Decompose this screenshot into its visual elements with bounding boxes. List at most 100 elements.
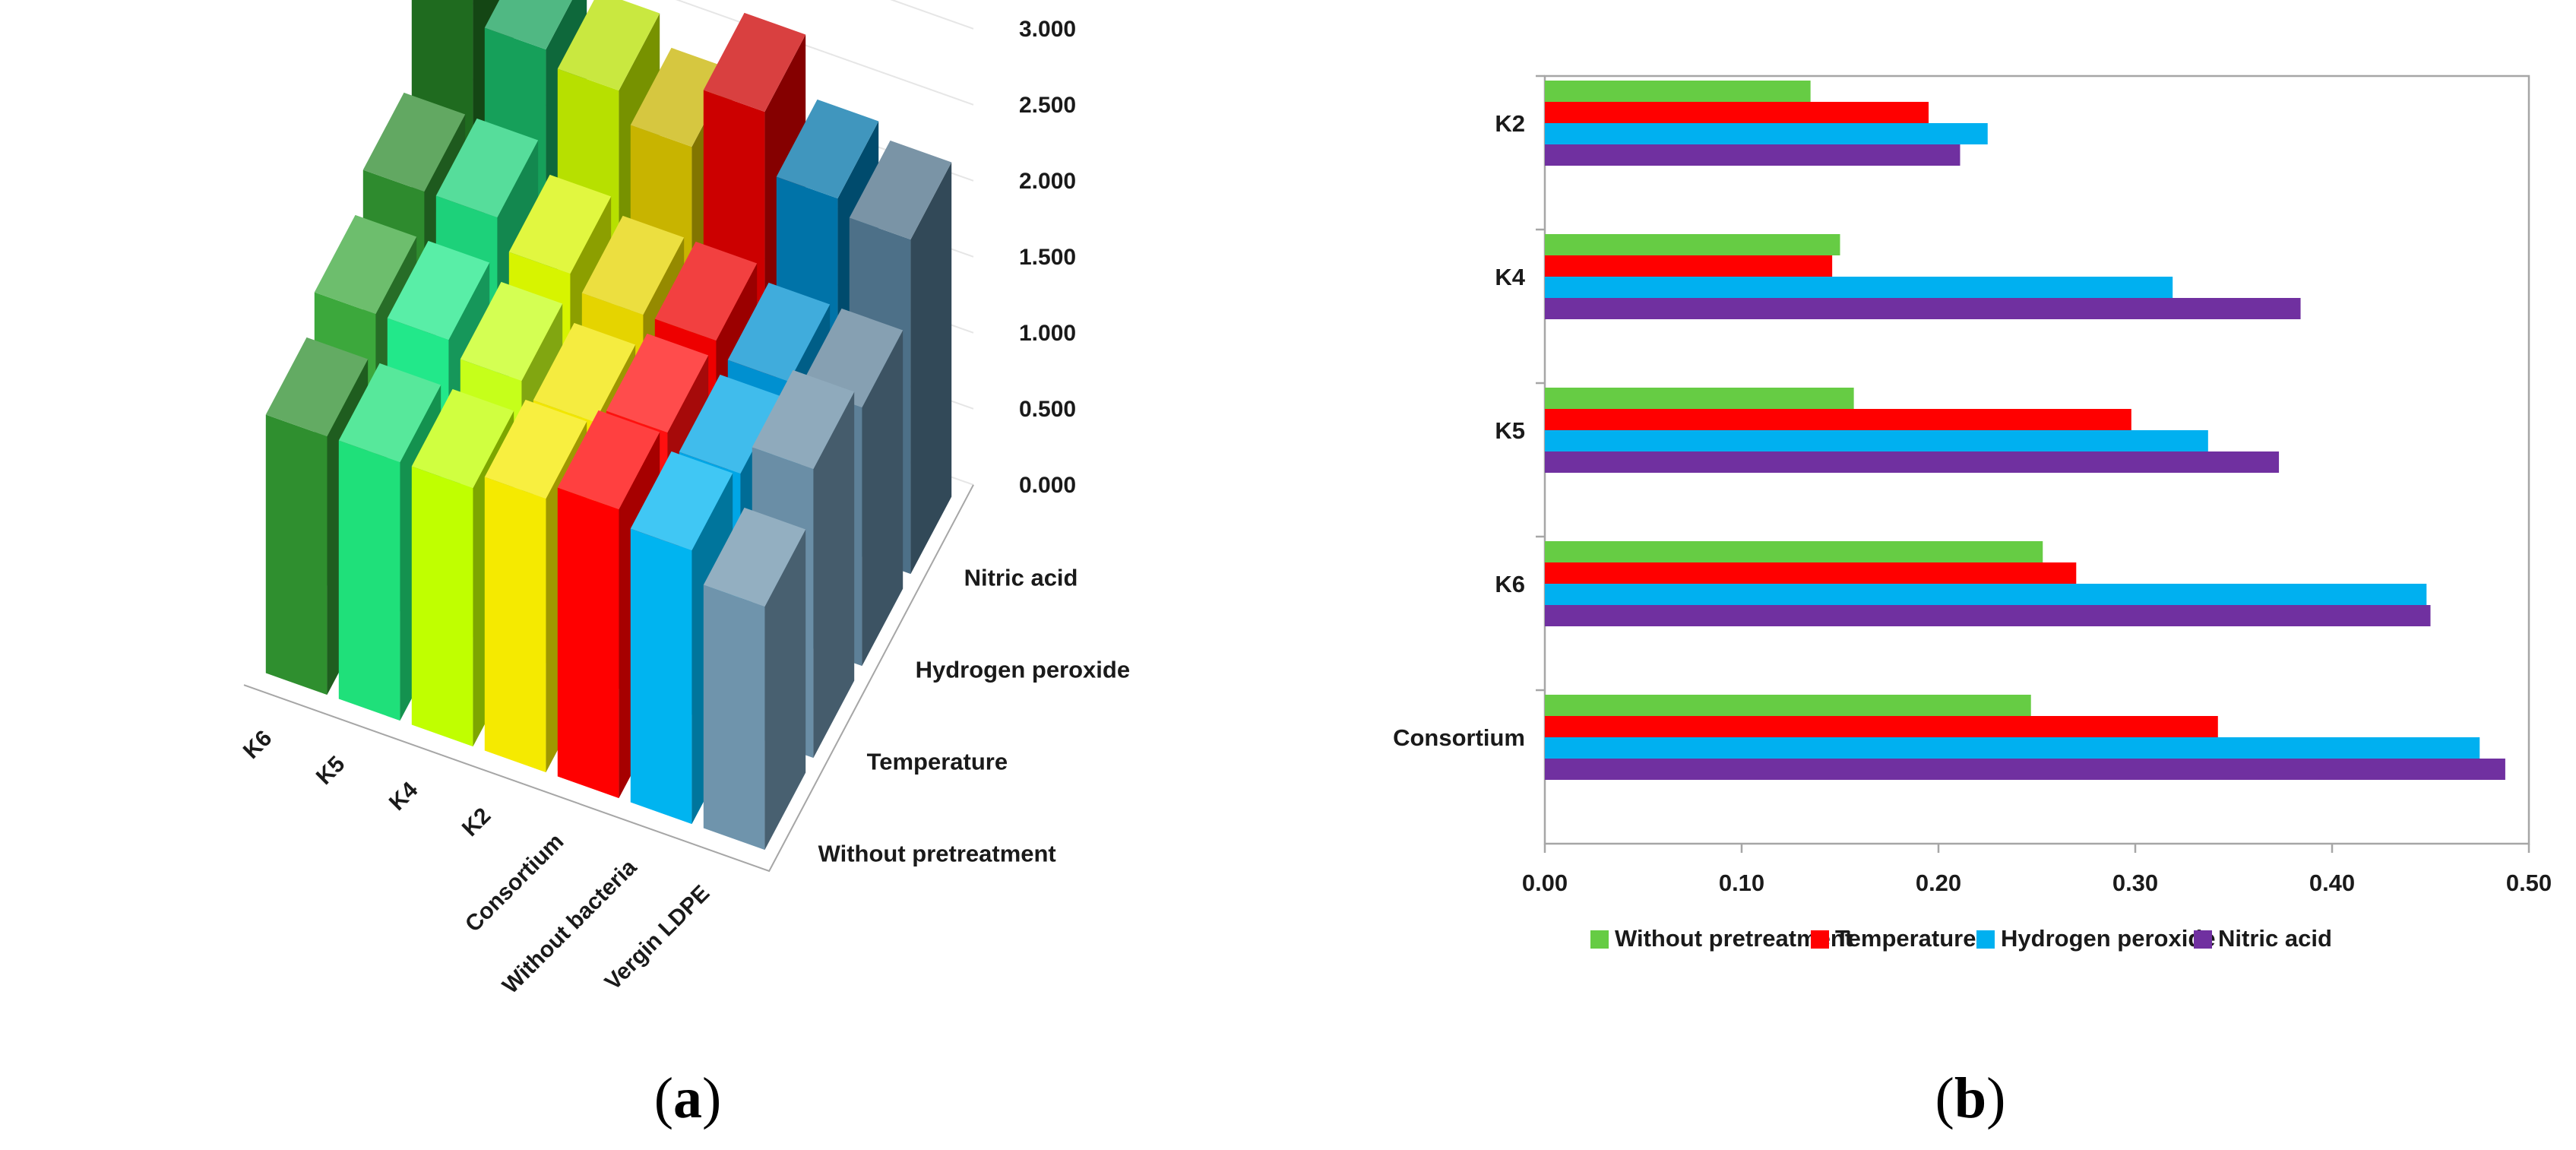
- bar3d-top-face: [849, 140, 952, 240]
- z-tick-label: 3.000: [1019, 17, 1076, 42]
- row-category-label: K4: [385, 777, 423, 816]
- bar3d-top-face: [314, 214, 417, 315]
- bar3d-top-face: [411, 388, 514, 489]
- bar3d-top-face: [654, 241, 758, 341]
- bar-k6-without-pretreatment: [1545, 541, 2043, 562]
- bar3d-side-face: [764, 529, 806, 851]
- bar3d-side-face: [862, 330, 903, 667]
- bar-consortium-nitric-acid: [1545, 759, 2505, 780]
- z-tick-label: 0.000: [1019, 473, 1076, 498]
- chart-a-3d-bars: 0.000 0.500 1.000 1.500 2.000 2.500 3.000 K6 K5 K…: [239, 0, 1130, 999]
- bar-k4-nitric-acid: [1545, 298, 2301, 319]
- bar3d-top-face: [460, 281, 563, 382]
- x-tick-label: 0.00: [1522, 870, 1568, 896]
- x-tick-label: 0.30: [2112, 870, 2158, 896]
- row-category-label: Consortium: [460, 829, 568, 937]
- y-category-label: K6: [1495, 571, 1525, 597]
- bar3d-top-face: [679, 374, 782, 474]
- bar3d-top-face: [703, 12, 806, 112]
- bar3d-front-face: [630, 528, 692, 825]
- bar3d-front-face: [557, 487, 619, 799]
- bar-consortium-without-pretreatment: [1545, 695, 2031, 716]
- bar-k4-hydrogen-peroxide: [1545, 277, 2173, 298]
- bar3d-top-face: [338, 363, 441, 463]
- bar-k2-hydrogen-peroxide: [1545, 123, 1988, 144]
- legend-label-nitric-acid: Nitric acid: [2218, 925, 2332, 952]
- bar-k5-hydrogen-peroxide: [1545, 430, 2208, 451]
- z-gridline: [675, 0, 974, 106]
- legend-swatch-without-pretreatment: [1590, 930, 1609, 949]
- z-tick-label: 2.500: [1019, 93, 1076, 118]
- bar-k6-temperature: [1545, 562, 2077, 584]
- bar-k2-without-pretreatment: [1545, 81, 1811, 102]
- bar-consortium-hydrogen-peroxide: [1545, 737, 2480, 759]
- x-tick-label: 0.40: [2309, 870, 2355, 896]
- bar3d-top-face: [703, 507, 806, 607]
- row-category-label: Vergin LDPE: [600, 881, 715, 996]
- depth-category-label: Temperature: [867, 748, 1008, 775]
- bar3d-top-face: [557, 410, 660, 510]
- bar-k4-without-pretreatment: [1545, 234, 1840, 255]
- bar3d-side-face: [910, 162, 952, 575]
- bar3d-top-face: [265, 337, 369, 437]
- bar3d-front-face: [484, 477, 546, 773]
- bar3d-top-face: [484, 0, 572, 50]
- bar3d-top-face: [630, 47, 733, 147]
- bar3d-front-face: [265, 414, 328, 695]
- bar-k6-hydrogen-peroxide: [1545, 584, 2427, 605]
- y-category-label: Consortium: [1393, 724, 1525, 751]
- depth-category-label: Nitric acid: [964, 564, 1078, 591]
- depth-category-label: Without pretreatment: [818, 840, 1056, 866]
- bar3d-top-face: [435, 118, 539, 218]
- bar3d-top-face: [606, 333, 709, 433]
- bar3d-top-face: [557, 0, 660, 91]
- row-category-label: K6: [239, 726, 277, 764]
- legend-label-temperature: Temperature: [1835, 925, 1976, 952]
- bar3d-top-face: [508, 174, 612, 274]
- bar3d-top-face: [630, 451, 733, 551]
- bar-k2-nitric-acid: [1545, 144, 1960, 166]
- bar3d-top-face: [727, 282, 831, 382]
- z-tick-label: 2.000: [1019, 169, 1076, 194]
- bar-k5-without-pretreatment: [1545, 388, 1854, 409]
- z-tick-label: 1.000: [1019, 321, 1076, 346]
- y-category-label: K5: [1495, 417, 1525, 444]
- legend-swatch-hydrogen-peroxide: [1976, 930, 1995, 949]
- x-tick-label: 0.50: [2506, 870, 2552, 896]
- bar3d-front-face: [703, 585, 765, 851]
- bar3d-front-face: [411, 466, 473, 747]
- x-tick-label: 0.10: [1719, 870, 1764, 896]
- chart-b-horizontal-bars: 0.00 0.10 0.20 0.30 0.40 0.50 K2 K4 K5 K6 Consorti…: [1393, 74, 2552, 952]
- bar-k5-temperature: [1545, 409, 2131, 430]
- legend-label-hydrogen-peroxide: Hydrogen peroxide: [2001, 925, 2216, 952]
- bar3d-top-face: [533, 322, 636, 423]
- y-category-label: K4: [1495, 264, 1525, 290]
- bar3d-top-face: [581, 215, 685, 315]
- bar-k4-temperature: [1545, 255, 1833, 277]
- row-category-label: K2: [457, 803, 495, 841]
- y-category-label: K2: [1495, 110, 1525, 137]
- bar3d-top-face: [362, 92, 466, 192]
- bar-k5-nitric-acid: [1545, 451, 2280, 473]
- z-tick-label: 0.500: [1019, 397, 1076, 422]
- bar3d-top-face: [484, 399, 587, 499]
- bar3d-front-face: [338, 440, 400, 721]
- legend-swatch-nitric-acid: [2194, 930, 2212, 949]
- bar-k6-nitric-acid: [1545, 605, 2431, 626]
- legend-swatch-temperature: [1811, 930, 1829, 949]
- z-tick-label: 1.500: [1019, 245, 1076, 270]
- floor-edge: [243, 484, 974, 873]
- bar3d-vergin-ldpe-without-pretreatment: [703, 507, 806, 851]
- row-category-label: K5: [312, 752, 350, 790]
- bar3d-top-face: [387, 240, 490, 341]
- x-tick-label: 0.20: [1916, 870, 1961, 896]
- panel-b-label: (b): [1935, 1066, 2006, 1130]
- bar3d-side-face: [813, 391, 855, 759]
- bar3d-top-face: [752, 369, 855, 470]
- bar-k2-temperature: [1545, 102, 1929, 123]
- bar3d-top-face: [776, 99, 879, 199]
- bar-consortium-temperature: [1545, 716, 2218, 737]
- depth-category-label: Hydrogen peroxide: [916, 656, 1131, 683]
- panel-a-label: (a): [654, 1066, 722, 1130]
